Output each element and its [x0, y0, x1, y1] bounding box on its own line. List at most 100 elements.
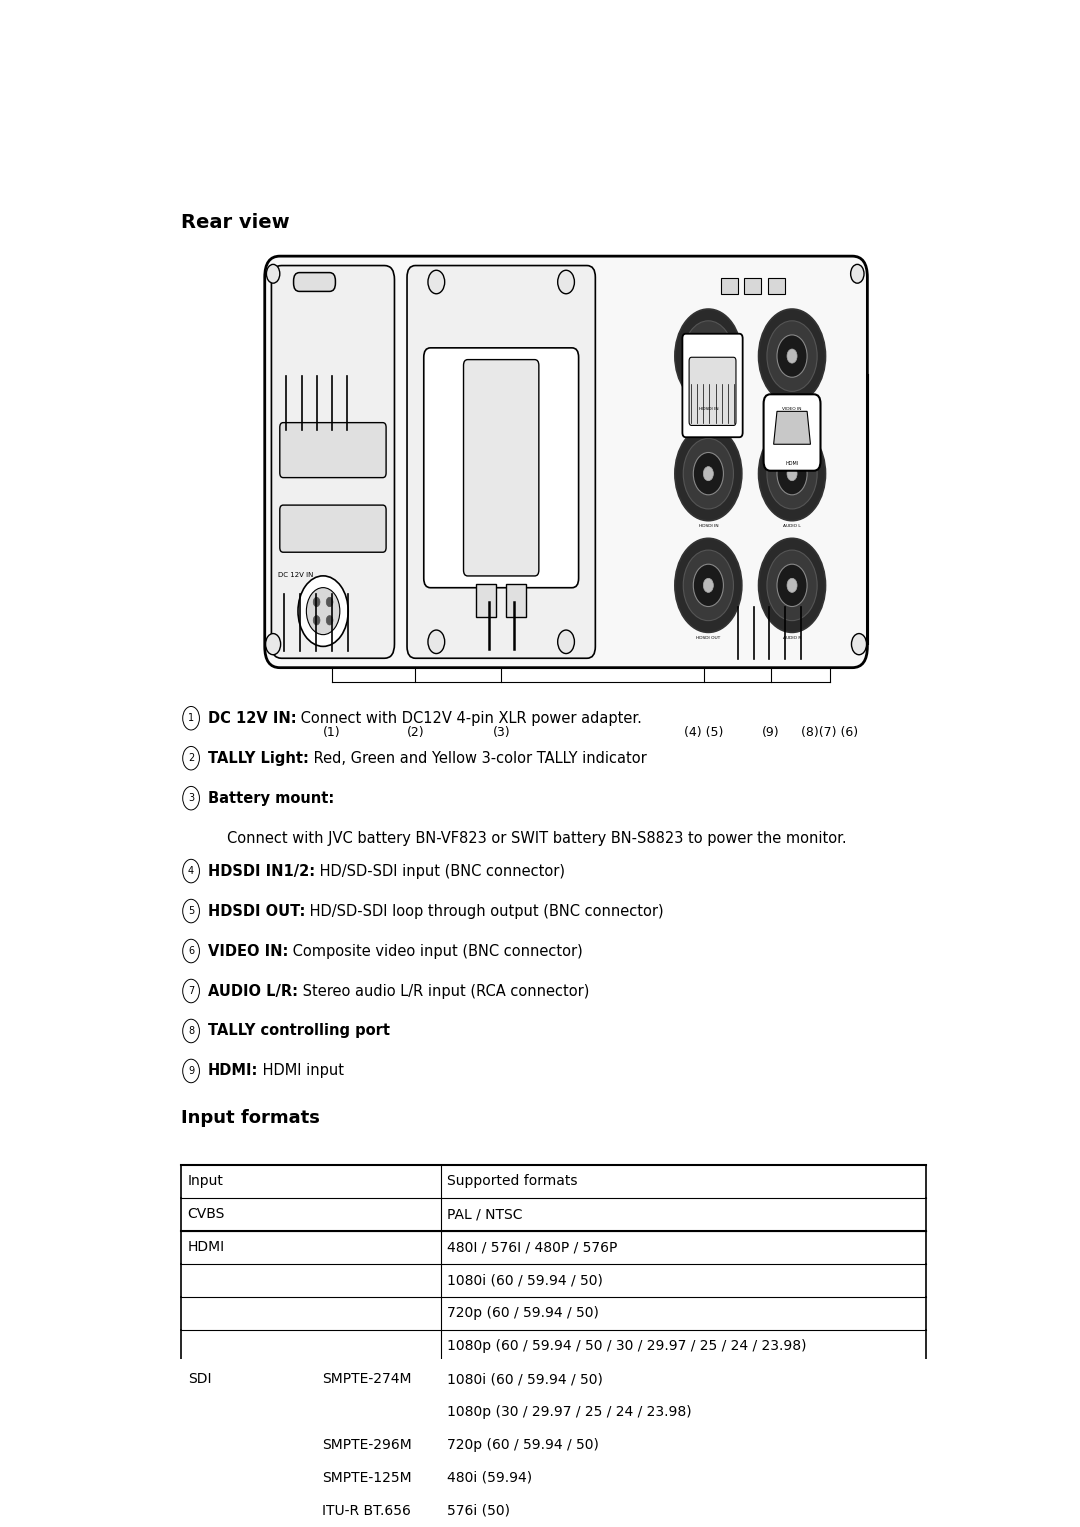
Text: HDMI: HDMI: [785, 461, 799, 466]
Circle shape: [675, 426, 742, 521]
Text: (9): (9): [762, 727, 780, 739]
Circle shape: [758, 539, 825, 632]
Text: 9: 9: [188, 1066, 194, 1077]
Text: (4) (5): (4) (5): [685, 727, 724, 739]
Circle shape: [307, 588, 340, 635]
Bar: [507, 585, 526, 617]
Text: Battery mount:: Battery mount:: [207, 791, 334, 806]
Bar: [744, 278, 761, 293]
Circle shape: [183, 747, 200, 770]
Circle shape: [675, 308, 742, 403]
Circle shape: [557, 631, 575, 654]
Circle shape: [758, 426, 825, 521]
Circle shape: [267, 264, 280, 282]
Text: 1080i (60 / 59.94 / 50): 1080i (60 / 59.94 / 50): [447, 1373, 603, 1387]
Circle shape: [183, 1060, 200, 1083]
Circle shape: [777, 563, 807, 606]
Circle shape: [693, 563, 724, 606]
Text: 8: 8: [188, 1026, 194, 1035]
Text: 1: 1: [188, 713, 194, 724]
Text: Input: Input: [188, 1174, 224, 1188]
Circle shape: [787, 467, 797, 481]
Circle shape: [851, 634, 866, 655]
Circle shape: [183, 707, 200, 730]
Circle shape: [703, 350, 714, 363]
Circle shape: [183, 860, 200, 883]
Text: HDMI input: HDMI input: [258, 1063, 345, 1078]
Bar: [768, 278, 784, 293]
Text: 7: 7: [188, 986, 194, 996]
Text: HDSDI IN: HDSDI IN: [699, 524, 718, 528]
Text: SMPTE-274M: SMPTE-274M: [322, 1373, 411, 1387]
Text: ITU-R BT.656: ITU-R BT.656: [322, 1504, 410, 1518]
FancyBboxPatch shape: [280, 423, 387, 478]
FancyBboxPatch shape: [407, 266, 595, 658]
Bar: [721, 278, 738, 293]
Text: DC 12V IN:: DC 12V IN:: [207, 710, 296, 725]
Circle shape: [675, 539, 742, 632]
Text: Supported formats: Supported formats: [447, 1174, 578, 1188]
Text: 6: 6: [188, 947, 194, 956]
Circle shape: [183, 899, 200, 922]
Text: HDMI: HDMI: [188, 1240, 225, 1254]
Text: 2: 2: [188, 753, 194, 764]
FancyBboxPatch shape: [689, 357, 735, 426]
Circle shape: [266, 634, 281, 655]
Text: TALLY controlling port: TALLY controlling port: [207, 1023, 390, 1038]
Text: 1080p (30 / 29.97 / 25 / 24 / 23.98): 1080p (30 / 29.97 / 25 / 24 / 23.98): [447, 1405, 692, 1419]
Text: SMPTE-125M: SMPTE-125M: [322, 1471, 411, 1484]
Text: HDSDI IN: HDSDI IN: [699, 406, 718, 411]
Text: 5: 5: [188, 906, 194, 916]
Text: (2): (2): [406, 727, 424, 739]
Circle shape: [684, 550, 733, 620]
Circle shape: [684, 438, 733, 508]
Circle shape: [777, 334, 807, 377]
Text: Red, Green and Yellow 3-color TALLY indicator: Red, Green and Yellow 3-color TALLY indi…: [309, 751, 647, 765]
Text: Connect with JVC battery BN-VF823 or SWIT battery BN-S8823 to power the monitor.: Connect with JVC battery BN-VF823 or SWI…: [227, 831, 847, 846]
Circle shape: [313, 597, 320, 606]
Text: Input formats: Input formats: [181, 1109, 320, 1127]
Text: (1): (1): [323, 727, 340, 739]
FancyBboxPatch shape: [463, 360, 539, 576]
Text: Rear view: Rear view: [181, 212, 289, 232]
Circle shape: [428, 631, 445, 654]
Text: HD/SD-SDI input (BNC connector): HD/SD-SDI input (BNC connector): [315, 864, 565, 878]
Text: 3: 3: [188, 793, 194, 803]
Text: HDSDI OUT:: HDSDI OUT:: [207, 904, 306, 919]
Circle shape: [183, 1019, 200, 1043]
Circle shape: [693, 452, 724, 495]
Text: PAL / NTSC: PAL / NTSC: [447, 1208, 523, 1222]
Circle shape: [787, 579, 797, 592]
Circle shape: [298, 576, 348, 646]
Text: HDSDI OUT: HDSDI OUT: [697, 635, 720, 640]
FancyBboxPatch shape: [764, 394, 821, 470]
Text: VIDEO IN:: VIDEO IN:: [207, 944, 288, 959]
Text: 1080i (60 / 59.94 / 50): 1080i (60 / 59.94 / 50): [447, 1274, 603, 1287]
Text: 1080p (60 / 59.94 / 50 / 30 / 29.97 / 25 / 24 / 23.98): 1080p (60 / 59.94 / 50 / 30 / 29.97 / 25…: [447, 1339, 807, 1353]
Circle shape: [787, 350, 797, 363]
Circle shape: [767, 550, 818, 620]
Text: HD/SD-SDI loop through output (BNC connector): HD/SD-SDI loop through output (BNC conne…: [306, 904, 664, 919]
Text: VIDEO IN: VIDEO IN: [782, 406, 801, 411]
Circle shape: [183, 939, 200, 964]
Circle shape: [313, 615, 320, 625]
Circle shape: [767, 321, 818, 391]
FancyBboxPatch shape: [265, 257, 867, 667]
Text: 480i (59.94): 480i (59.94): [447, 1471, 532, 1484]
Text: 4: 4: [188, 866, 194, 876]
Text: AUDIO R: AUDIO R: [783, 635, 801, 640]
Circle shape: [767, 438, 818, 508]
Text: SDI: SDI: [188, 1373, 212, 1387]
Circle shape: [703, 467, 714, 481]
Circle shape: [684, 321, 733, 391]
Text: Connect with DC12V 4-pin XLR power adapter.: Connect with DC12V 4-pin XLR power adapt…: [296, 710, 643, 725]
FancyBboxPatch shape: [294, 273, 336, 292]
FancyBboxPatch shape: [271, 266, 394, 658]
Text: Stereo audio L/R input (RCA connector): Stereo audio L/R input (RCA connector): [298, 983, 590, 999]
Circle shape: [326, 597, 333, 606]
Text: AUDIO L: AUDIO L: [783, 524, 801, 528]
Text: Composite video input (BNC connector): Composite video input (BNC connector): [288, 944, 583, 959]
Text: HDMI:: HDMI:: [207, 1063, 258, 1078]
Circle shape: [758, 308, 825, 403]
Text: AUDIO L/R:: AUDIO L/R:: [207, 983, 298, 999]
